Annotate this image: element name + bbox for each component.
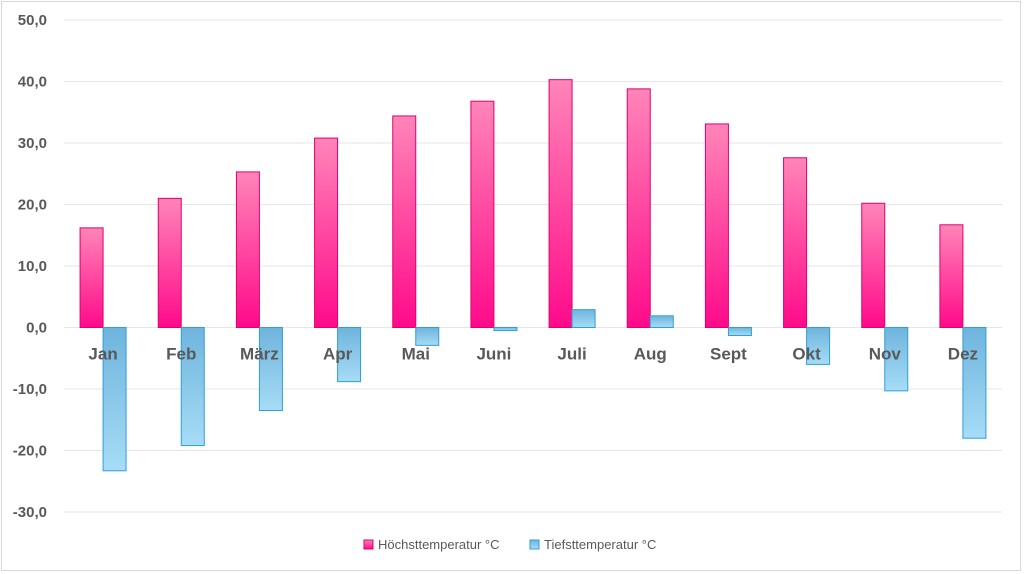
legend-swatch-low [529,539,540,550]
bar-low-7 [571,309,596,329]
y-tick-label: 40,0 [18,74,47,91]
y-tick-label: 30,0 [18,135,47,152]
category-label: Jan [88,345,117,364]
bar-low-8 [649,315,674,329]
category-labels: Jan Feb März Apr Mai Juni Juli Aug Sept Okt Nov Dez [88,345,978,364]
category-label: Juni [476,345,511,364]
category-label: Aug [634,345,667,364]
y-tick-label: 50,0 [18,12,47,29]
category-label: Nov [869,345,902,364]
category-label: Apr [323,345,353,364]
category-label: Feb [166,345,196,364]
bar-low-4 [337,327,362,383]
legend-label-high: Höchsttemperatur °C [378,537,500,552]
category-label: Juli [557,345,586,364]
bar-low-9 [727,327,752,336]
category-label: Mai [402,345,430,364]
y-tick-label: 10,0 [18,258,47,275]
category-label: Sept [710,345,747,364]
bar-low-10 [806,327,831,365]
gridlines [64,19,1002,513]
bar-high-1 [79,227,104,328]
bar-low-12 [962,327,987,439]
bar-high-4 [314,137,339,328]
bar-high-8 [626,88,651,328]
bar-high-5 [392,115,417,328]
y-tick-label: 0,0 [26,320,47,337]
bars [79,79,987,472]
bar-high-9 [704,123,729,328]
bar-low-11 [884,327,909,392]
bar-high-12 [939,224,964,328]
y-tick-label: 20,0 [18,197,47,214]
category-label: Okt [792,345,821,364]
y-tick-label: -10,0 [13,381,47,398]
bar-low-5 [415,327,440,346]
bar-high-6 [470,100,495,329]
category-label: Dez [948,345,978,364]
bar-high-3 [235,171,260,328]
legend-swatch-high [363,539,374,550]
bar-low-2 [180,327,205,447]
legend-label-low: Tiefsttemperatur °C [544,537,656,552]
bar-low-1 [102,327,127,472]
bar-low-3 [258,327,283,412]
bar-high-11 [861,202,886,329]
legend: Höchsttemperatur °C Tiefsttemperatur °C [363,537,656,552]
bar-high-10 [783,157,808,328]
bar-high-7 [548,79,573,328]
bar-high-2 [157,197,182,328]
category-label: März [240,345,279,364]
y-axis-ticks: 50,0 40,0 30,0 20,0 10,0 0,0 -10,0 -20,0 -30,0 [13,12,47,521]
y-tick-label: -30,0 [13,504,47,521]
y-tick-label: -20,0 [13,443,47,460]
bar-low-6 [493,327,518,332]
